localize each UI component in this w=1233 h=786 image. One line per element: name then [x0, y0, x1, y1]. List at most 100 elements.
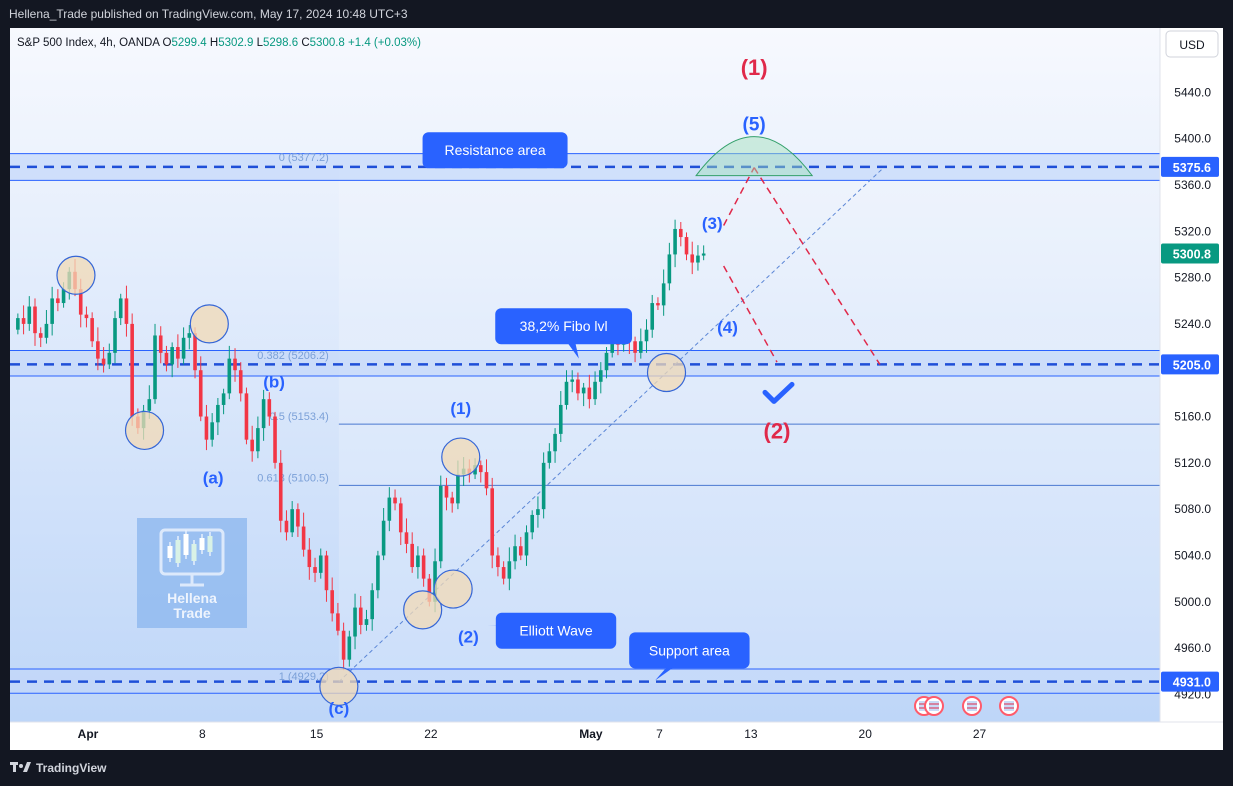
tradingview-footer[interactable]: TradingView	[10, 761, 106, 775]
candle-body	[570, 379, 575, 382]
candle-body	[701, 253, 706, 256]
candle-body	[61, 289, 66, 304]
candle-body	[553, 433, 557, 452]
price-tick-label: 5360.0	[1174, 178, 1211, 192]
pivot-circle	[433, 569, 473, 609]
wave-label: (2)	[764, 419, 791, 444]
candle-body	[581, 387, 586, 394]
candle-body	[656, 303, 660, 306]
legend-part: 5299.4	[172, 37, 210, 49]
time-tick-label: 20	[859, 727, 873, 741]
pivot-circle	[56, 255, 96, 295]
callout-box	[422, 132, 568, 169]
candle-body	[524, 532, 529, 556]
fib-label: 0.618 (5100.5)	[257, 472, 329, 484]
price-label-badge: 5375.6	[1161, 156, 1219, 177]
candle-body	[438, 486, 443, 562]
candle-body	[336, 613, 340, 631]
candle-body	[273, 416, 277, 463]
candle-body	[244, 393, 249, 440]
time-tick-label: 27	[973, 727, 987, 741]
legend-part: 5298.6	[263, 37, 301, 49]
candle-body	[324, 555, 329, 591]
time-axis[interactable]: Apr 8 15 22 May 7 13 20 27	[10, 721, 1223, 741]
check-icon	[762, 381, 795, 404]
currency-button-label: USD	[1179, 38, 1205, 52]
chart-frame[interactable]: Hellena Trade 0 (5377.2) 0.382 (5206.2) 0.5 …	[10, 28, 1223, 750]
tradingview-brand: TradingView	[36, 761, 107, 775]
candle-body	[673, 228, 677, 255]
candle-body	[153, 335, 157, 400]
logo-candle-body	[207, 536, 213, 552]
candle-body	[27, 306, 32, 324]
wave-label: (c)	[328, 699, 349, 718]
candle-body	[678, 228, 683, 238]
candle-body	[330, 590, 334, 614]
candle-body	[318, 555, 323, 573]
candle-body	[50, 298, 54, 324]
currency-button[interactable]: USD	[1165, 30, 1219, 58]
candle-body	[158, 335, 163, 353]
time-tick-label: 7	[656, 727, 663, 741]
candle-body	[364, 619, 369, 625]
pivot-circle	[646, 352, 687, 393]
candle-body	[147, 399, 152, 411]
logo-candle-body	[167, 546, 173, 558]
candle-body	[564, 381, 569, 405]
candle-body	[170, 347, 174, 365]
legend-part: +1.4 (+0.03%)	[348, 37, 421, 49]
fib-level: 0.618 (5100.5)	[257, 472, 1160, 486]
candle-body	[250, 439, 254, 452]
price-axis[interactable]: 5440.05400.05360.05320.05280.05240.05200…	[1159, 28, 1223, 750]
candle-body	[204, 416, 209, 440]
callout: Support area	[629, 632, 750, 681]
candle-body	[198, 370, 203, 417]
candle-body	[358, 607, 363, 625]
fib-label: 0.5 (5153.4)	[270, 411, 329, 423]
candle-body	[118, 298, 123, 319]
wave-label: (4)	[717, 318, 738, 337]
currency-button-bg	[1165, 30, 1219, 58]
candle-body	[78, 289, 83, 315]
candle-body	[233, 358, 237, 371]
fib-level: 0.382 (5206.2)	[257, 350, 329, 362]
legend-part: 5300.8	[310, 37, 348, 49]
wave-label: (1)	[741, 55, 768, 80]
economic-event-flag-icon[interactable]	[924, 696, 944, 716]
callout-text: Resistance area	[444, 142, 545, 158]
legend-part: H	[210, 37, 218, 49]
price-label-badge: 4931.0	[1161, 671, 1219, 692]
time-tick-label: 22	[424, 727, 438, 741]
candle-body	[576, 379, 580, 394]
price-tick-label: 4960.0	[1174, 641, 1211, 655]
economic-event-flag-icon[interactable]	[999, 696, 1019, 716]
wave-label: (2)	[458, 627, 479, 646]
candle-body	[387, 497, 392, 521]
candle-body	[518, 546, 523, 556]
projection-line	[723, 265, 778, 363]
wave-label: (a)	[203, 469, 224, 488]
price-label-badge: 5300.8	[1161, 243, 1219, 264]
fib-label: 0.382 (5206.2)	[257, 350, 329, 362]
publish-header: Hellena_Trade published on TradingView.c…	[0, 0, 1233, 28]
economic-event-flag-icon[interactable]	[962, 696, 982, 716]
logo-candle-body	[183, 534, 189, 555]
candle-body	[130, 323, 134, 417]
fib-label: 0 (5377.2)	[279, 152, 329, 164]
price-tick-label: 5000.0	[1174, 595, 1211, 609]
candle-body	[210, 422, 214, 440]
candle-body	[284, 520, 289, 533]
candle-body	[101, 358, 106, 365]
candle-body	[370, 590, 374, 620]
event-flag	[967, 701, 977, 711]
candle-body	[478, 465, 483, 473]
legend-part: S&P 500 Index, 4h, OANDA	[17, 37, 163, 49]
wave-label: (1)	[450, 399, 471, 418]
symbol-legend[interactable]: S&P 500 Index, 4h, OANDA O5299.4 H5302.9…	[17, 37, 421, 49]
candle-body	[278, 462, 283, 521]
candle-body	[44, 323, 49, 338]
legend-part: L	[257, 37, 264, 49]
candle-body	[187, 333, 192, 338]
